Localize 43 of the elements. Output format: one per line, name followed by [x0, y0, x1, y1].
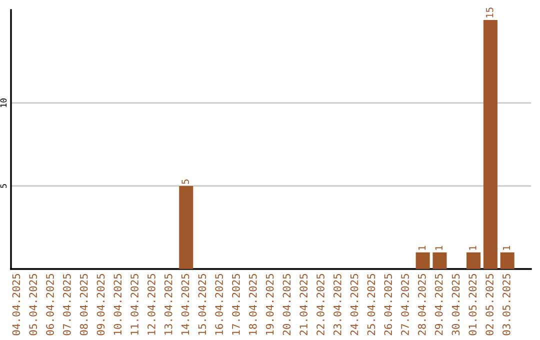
bar — [500, 252, 514, 269]
x-tick-label: 16.04.2025 — [215, 274, 223, 335]
x-tick-label: 01.05.2025 — [468, 274, 477, 336]
x-tick-label: 06.04.2025 — [46, 274, 54, 336]
x-tick-label: 23.04.2025 — [333, 274, 342, 336]
x-tick-label: 22.04.2025 — [316, 274, 324, 336]
x-tick-label: 02.05.2025 — [486, 274, 494, 336]
data-label: 15 — [486, 8, 494, 18]
x-tick-label: 03.05.2025 — [502, 274, 510, 336]
data-label: 1 — [418, 246, 426, 250]
x-tick-label: 08.04.2025 — [80, 274, 88, 336]
x-tick-label: 11.04.2025 — [130, 274, 138, 335]
bar — [432, 252, 447, 269]
x-tick-label: 10.04.2025 — [114, 274, 122, 335]
bar — [483, 20, 498, 269]
x-tick-label: 26.04.2025 — [384, 274, 392, 336]
x-tick-label: 13.04.2025 — [164, 274, 172, 335]
x-tick-label: 04.04.2025 — [12, 274, 20, 336]
x-tick-label: 24.04.2025 — [350, 274, 358, 336]
bar — [179, 186, 194, 269]
data-label: 1 — [435, 246, 442, 250]
x-tick-label: 27.04.2025 — [401, 274, 409, 336]
x-tick-label: 30.04.2025 — [452, 274, 460, 336]
bar — [466, 252, 481, 269]
x-tick-label: 29.04.2025 — [434, 274, 443, 336]
x-tick-label: 09.04.2025 — [96, 274, 105, 336]
data-label: 1 — [469, 246, 476, 250]
x-tick-label: 20.04.2025 — [282, 274, 291, 336]
x-tick-label: 25.04.2025 — [367, 274, 376, 336]
x-tick-label: 28.04.2025 — [418, 274, 426, 336]
x-tick-label: 12.04.2025 — [147, 274, 156, 335]
x-tick-label: 17.04.2025 — [232, 274, 240, 335]
data-label: 5 — [182, 180, 189, 184]
x-tick-label: 21.04.2025 — [300, 274, 308, 336]
x-tick-label: 19.04.2025 — [266, 274, 274, 335]
x-tick-label: 05.04.2025 — [29, 274, 38, 336]
y-tick-label: 10 — [0, 98, 7, 107]
x-tick-label: 14.04.2025 — [181, 274, 190, 335]
x-tick-label: 07.04.2025 — [62, 274, 71, 336]
x-tick-label: 15.04.2025 — [198, 274, 206, 335]
data-label: 1 — [502, 246, 510, 250]
x-tick-label: 18.04.2025 — [248, 274, 257, 335]
bar — [416, 252, 430, 269]
